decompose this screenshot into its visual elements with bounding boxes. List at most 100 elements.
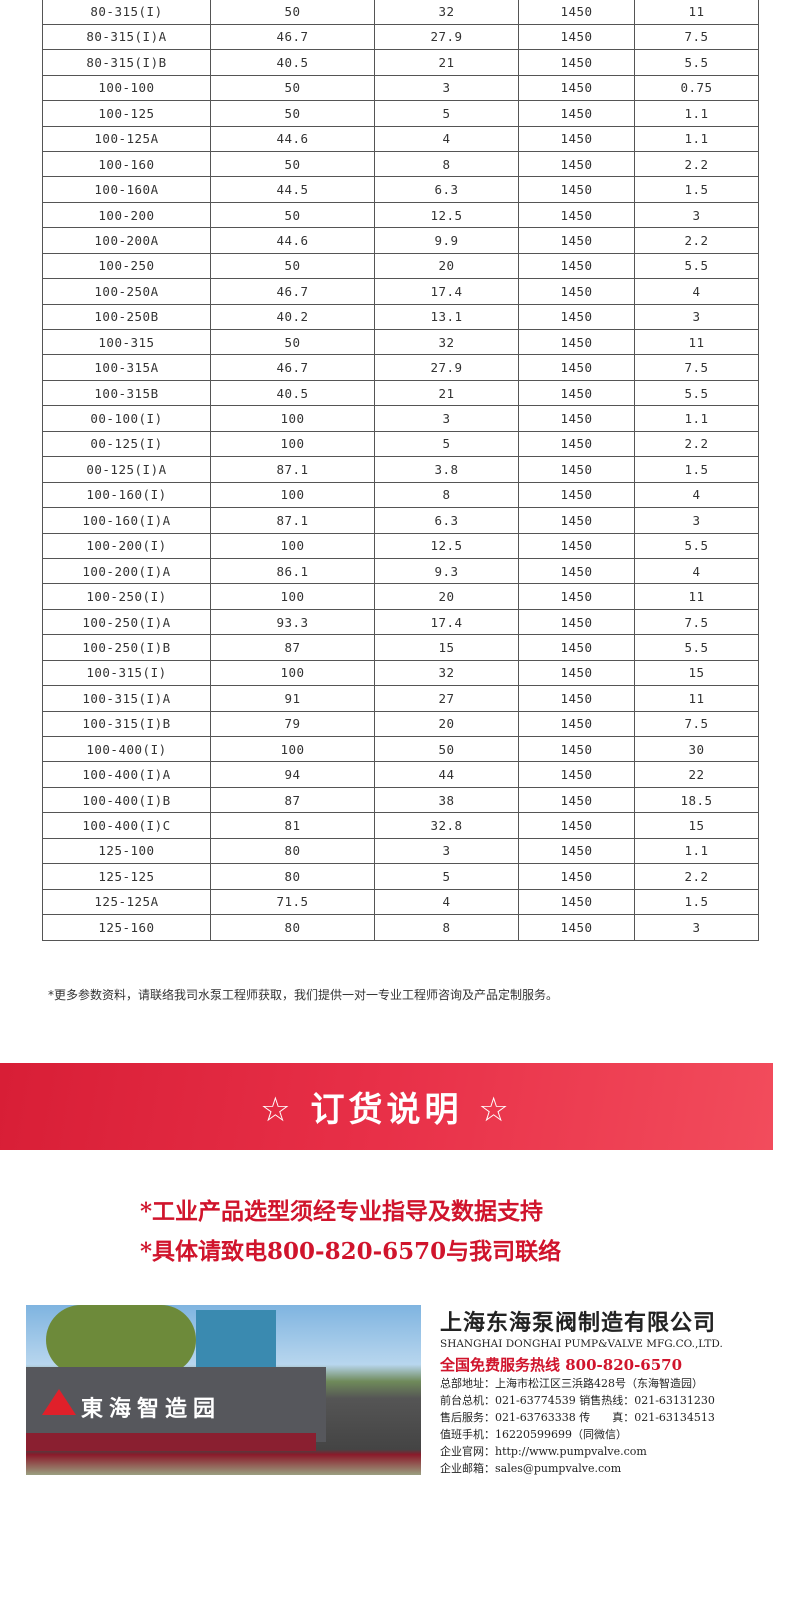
table-cell: 1450 bbox=[518, 150, 635, 178]
table-cell: 1450 bbox=[518, 49, 635, 76]
spec-table: 80-315(I) 50 32 1450 11 80-315(I)A 46.7 27.9 145… bbox=[42, 0, 759, 941]
table-cell: 17.4 bbox=[374, 608, 519, 636]
table-cell: 87.1 bbox=[210, 507, 375, 534]
table-cell: 6.3 bbox=[374, 507, 519, 534]
table-cell: 1450 bbox=[518, 659, 635, 687]
table-cell: 80-315(I) bbox=[42, 0, 211, 25]
table-row: 125-100 80 3 1450 1.1 bbox=[42, 837, 759, 865]
table-cell: 2.2 bbox=[634, 863, 759, 890]
table-cell: 27.9 bbox=[374, 23, 519, 51]
table-cell: 1450 bbox=[518, 888, 635, 916]
table-cell: 11 bbox=[634, 0, 759, 25]
table-cell: 1450 bbox=[518, 125, 635, 152]
table-cell: 5.5 bbox=[634, 252, 759, 280]
table-cell: 7.5 bbox=[634, 354, 759, 381]
table-cell: 00-125(I)A bbox=[42, 456, 211, 483]
table-cell: 86.1 bbox=[210, 557, 375, 585]
table-cell: 1450 bbox=[518, 710, 635, 738]
table-cell: 20 bbox=[374, 252, 519, 280]
table-cell: 3 bbox=[374, 405, 519, 432]
website[interactable]: 企业官网：http://www.pumpvalve.com bbox=[440, 1445, 647, 1458]
table-cell: 100-160(I) bbox=[42, 481, 211, 509]
table-cell: 1450 bbox=[518, 252, 635, 280]
table-cell: 38 bbox=[374, 786, 519, 814]
table-cell: 15 bbox=[634, 659, 759, 687]
table-cell: 11 bbox=[634, 583, 759, 610]
table-cell: 1450 bbox=[518, 914, 635, 941]
email[interactable]: 企业邮箱：sales@pumpvalve.com bbox=[440, 1462, 622, 1475]
table-cell: 3 bbox=[634, 201, 759, 229]
phone-line-2: 售后服务：021-63763338 传 真：021-63134513 bbox=[440, 1411, 715, 1424]
table-cell: 6.3 bbox=[374, 176, 519, 203]
table-row: 100-125 50 5 1450 1.1 bbox=[42, 100, 759, 127]
table-cell: 1450 bbox=[518, 278, 635, 305]
table-cell: 100-315 bbox=[42, 328, 211, 356]
table-row: 100-400(I)C 81 32.8 1450 15 bbox=[42, 812, 759, 839]
table-cell: 87.1 bbox=[210, 456, 375, 483]
table-cell: 100-200(I)A bbox=[42, 557, 211, 585]
table-row: 100-250A 46.7 17.4 1450 4 bbox=[42, 278, 759, 305]
table-cell: 100 bbox=[210, 532, 375, 559]
table-cell: 1450 bbox=[518, 354, 635, 381]
table-cell: 1450 bbox=[518, 685, 635, 712]
table-cell: 50 bbox=[374, 735, 519, 763]
table-cell: 1450 bbox=[518, 379, 635, 407]
table-cell: 100-400(I)C bbox=[42, 812, 211, 839]
photo-sign: 東海智造园 bbox=[81, 1396, 222, 1422]
table-cell: 79 bbox=[210, 710, 375, 738]
table-cell: 1.1 bbox=[634, 125, 759, 152]
table-cell: 100-315A bbox=[42, 354, 211, 381]
table-cell: 1.5 bbox=[634, 456, 759, 483]
table-cell: 4 bbox=[634, 481, 759, 509]
table-cell: 100-160 bbox=[42, 150, 211, 178]
table-cell: 125-125 bbox=[42, 863, 211, 890]
table-cell: 93.3 bbox=[210, 608, 375, 636]
table-cell: 100-250(I) bbox=[42, 583, 211, 610]
table-cell: 125-100 bbox=[42, 837, 211, 865]
table-row: 100-400(I)A 94 44 1450 22 bbox=[42, 761, 759, 788]
table-cell: 1450 bbox=[518, 735, 635, 763]
table-row: 125-125 80 5 1450 2.2 bbox=[42, 863, 759, 890]
table-cell: 50 bbox=[210, 252, 375, 280]
table-row: 00-100(I) 100 3 1450 1.1 bbox=[42, 405, 759, 432]
hotline: 全国免费服务热线 800-820-6570 bbox=[440, 1356, 683, 1374]
table-cell: 1450 bbox=[518, 507, 635, 534]
table-cell: 100-250A bbox=[42, 278, 211, 305]
table-row: 100-250B 40.2 13.1 1450 3 bbox=[42, 303, 759, 331]
table-cell: 1450 bbox=[518, 583, 635, 610]
table-cell: 1450 bbox=[518, 201, 635, 229]
table-cell: 1450 bbox=[518, 837, 635, 865]
table-cell: 100-100 bbox=[42, 74, 211, 102]
table-cell: 3 bbox=[634, 303, 759, 331]
table-cell: 1450 bbox=[518, 761, 635, 788]
company-name-en: SHANGHAI DONGHAI PUMP&VALVE MFG.CO.,LTD. bbox=[440, 1338, 723, 1350]
table-cell: 30 bbox=[634, 735, 759, 763]
table-cell: 80 bbox=[210, 914, 375, 941]
table-cell: 12.5 bbox=[374, 532, 519, 559]
table-cell: 5.5 bbox=[634, 379, 759, 407]
table-row: 100-200A 44.6 9.9 1450 2.2 bbox=[42, 227, 759, 254]
table-cell: 44.6 bbox=[210, 227, 375, 254]
table-row: 100-315(I) 100 32 1450 15 bbox=[42, 659, 759, 687]
table-cell: 1.1 bbox=[634, 837, 759, 865]
table-row: 100-100 50 3 1450 0.75 bbox=[42, 74, 759, 102]
table-row: 125-125A 71.5 4 1450 1.5 bbox=[42, 888, 759, 916]
table-row: 00-125(I)A 87.1 3.8 1450 1.5 bbox=[42, 456, 759, 483]
table-row: 100-400(I)B 87 38 1450 18.5 bbox=[42, 786, 759, 814]
order-banner: ☆ 订货说明 ☆ bbox=[0, 1063, 773, 1150]
table-cell: 100-125 bbox=[42, 100, 211, 127]
table-row: 80-315(I)B 40.5 21 1450 5.5 bbox=[42, 49, 759, 76]
table-cell: 100 bbox=[210, 481, 375, 509]
table-cell: 3.8 bbox=[374, 456, 519, 483]
table-cell: 80 bbox=[210, 863, 375, 890]
table-cell: 4 bbox=[374, 888, 519, 916]
table-cell: 11 bbox=[634, 685, 759, 712]
table-row: 100-250(I) 100 20 1450 11 bbox=[42, 583, 759, 610]
table-cell: 7.5 bbox=[634, 23, 759, 51]
company-info: 上海东海泵阀制造有限公司 SHANGHAI DONGHAI PUMP&VALVE… bbox=[440, 1305, 723, 1477]
table-row: 100-315(I)B 79 20 1450 7.5 bbox=[42, 710, 759, 738]
table-cell: 18.5 bbox=[634, 786, 759, 814]
table-row: 100-200(I)A 86.1 9.3 1450 4 bbox=[42, 557, 759, 585]
table-cell: 80-315(I)B bbox=[42, 49, 211, 76]
table-cell: 11 bbox=[634, 328, 759, 356]
